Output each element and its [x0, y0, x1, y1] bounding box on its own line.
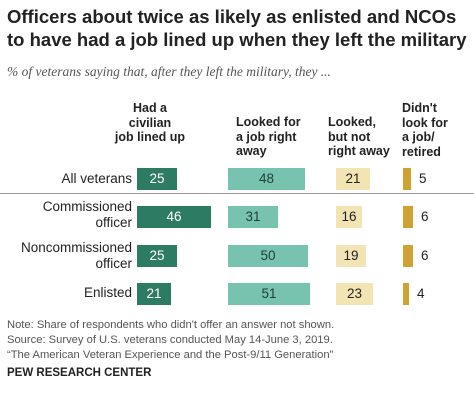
bar-looked-not-right-away: [336, 245, 366, 267]
bar-looked-not-right-away: [336, 206, 362, 228]
bar-lined-up: [137, 206, 211, 228]
bar-looked-right-away: [228, 245, 308, 267]
row-label-noncommissioned-officer: Noncommissioned officer: [20, 240, 132, 271]
data-label-lined-up: 46: [166, 209, 182, 224]
data-label-lined-up: 21: [146, 286, 162, 301]
report-title-text: “The American Veteran Experience and the…: [7, 349, 334, 361]
data-label-lined-up: 25: [149, 171, 165, 186]
row-label-all-veterans: All veterans: [61, 171, 132, 186]
row-label-commissioned-officer: Commissioned officer: [42, 199, 132, 230]
data-label-looked-not-right-away: 19: [343, 248, 359, 263]
bar-didnt-look: [403, 206, 413, 228]
bar-didnt-look: [403, 283, 409, 305]
bar-looked-not-right-away: [336, 168, 370, 190]
data-label-looked-right-away: 31: [245, 209, 261, 224]
pew-research-center-credit: PEW RESEARCH CENTER: [7, 367, 152, 379]
data-label-looked-not-right-away: 23: [346, 286, 363, 301]
data-label-looked-not-right-away: 21: [345, 171, 361, 186]
bar-looked-right-away: [228, 206, 278, 228]
data-label-didnt-look: 4: [417, 286, 425, 301]
bar-didnt-look: [403, 245, 413, 267]
column-header-looked-right-away: Looked for a job right away: [236, 115, 301, 158]
data-label-looked-right-away: 48: [258, 171, 275, 186]
row-divider: [0, 193, 474, 194]
column-header-didnt-look: Didn't look for a job/retired: [402, 101, 448, 159]
bar-lined-up: [137, 168, 177, 190]
bar-lined-up: [137, 245, 177, 267]
chart-title: Officers about twice as likely as enlist…: [7, 6, 467, 50]
column-header-looked-not-right-away: Looked, but not right away: [328, 115, 390, 158]
row-label-enlisted: Enlisted: [83, 285, 132, 300]
data-label-looked-right-away: 51: [261, 286, 277, 301]
data-label-looked-right-away: 50: [260, 248, 276, 263]
chart-subtitle: % of veterans saying that, after they le…: [7, 64, 331, 79]
bar-looked-not-right-away: [336, 283, 373, 305]
source-text: Source: Survey of U.S. veterans conducte…: [7, 334, 333, 346]
bar-lined-up: [137, 283, 171, 305]
data-label-didnt-look: 6: [421, 209, 429, 224]
column-header-lined-up: Had a civilian job lined up: [114, 101, 186, 144]
note-text: Note: Share of respondents who didn't of…: [7, 319, 335, 331]
bar-didnt-look: [403, 168, 411, 190]
bar-looked-right-away: [228, 283, 310, 305]
data-label-didnt-look: 5: [419, 171, 427, 186]
bar-looked-right-away: [228, 168, 305, 190]
data-label-looked-not-right-away: 16: [341, 209, 357, 224]
data-label-lined-up: 25: [149, 248, 165, 263]
data-label-didnt-look: 6: [421, 248, 429, 263]
